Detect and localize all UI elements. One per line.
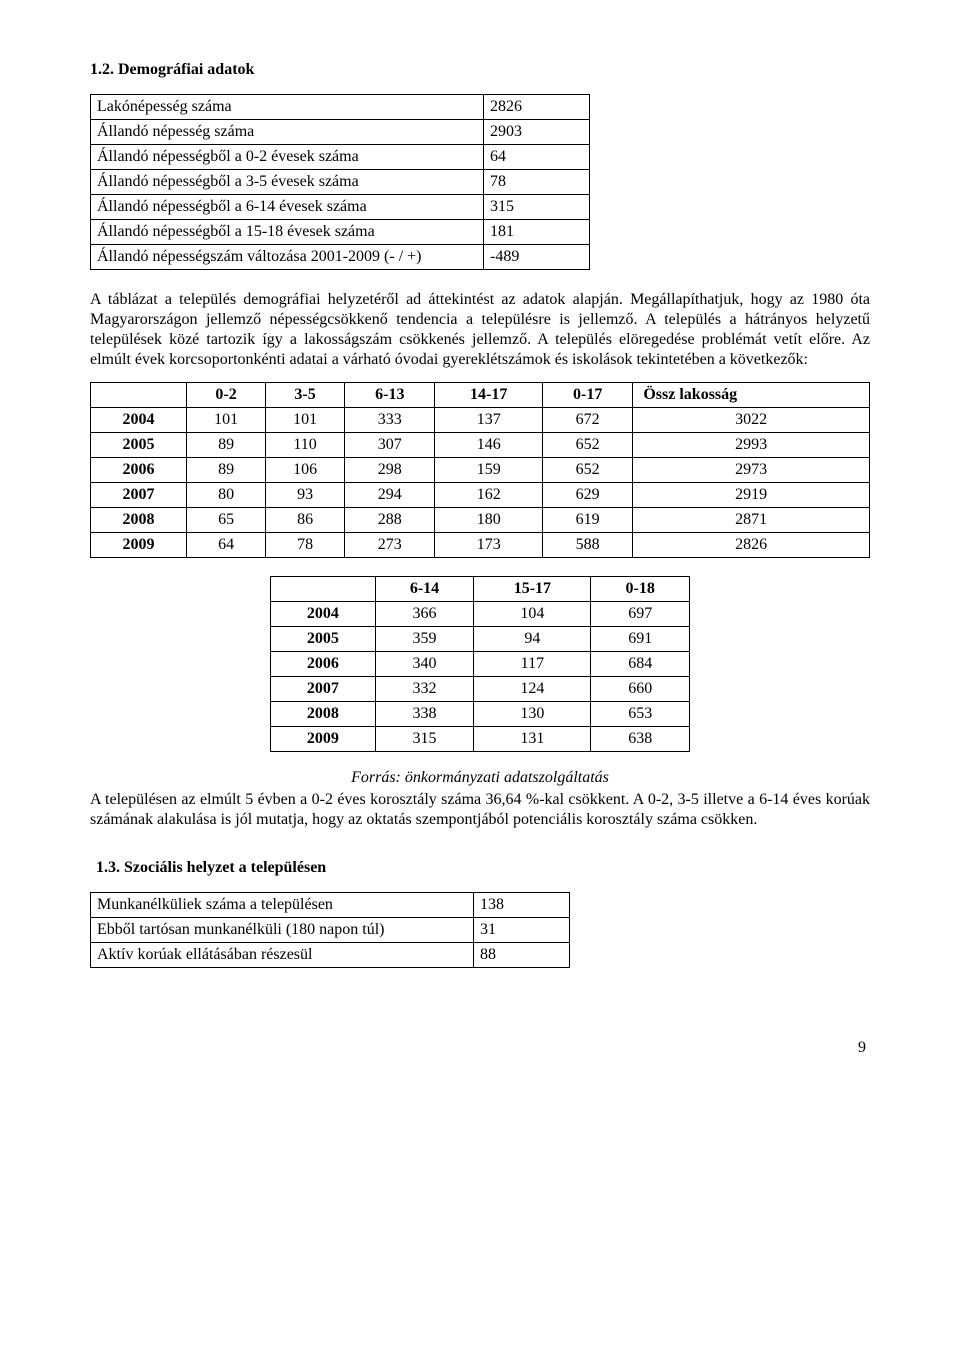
col-header xyxy=(271,577,376,602)
page-number: 9 xyxy=(90,1038,870,1058)
table-row: 200964782731735882826 xyxy=(91,533,870,558)
age-group-wide-table: 0-2 3-5 6-13 14-17 0-17 Össz lakosság 20… xyxy=(90,382,870,558)
demographics-table: Lakónépesség száma2826 Állandó népesség … xyxy=(90,94,590,270)
col-header xyxy=(91,383,187,408)
cell-value: 31 xyxy=(474,918,570,943)
cell-value: 2903 xyxy=(484,120,590,145)
cell-value: 181 xyxy=(484,220,590,245)
cell-value: 78 xyxy=(484,170,590,195)
source-caption: Forrás: önkormányzati adatszolgáltatás xyxy=(90,768,870,788)
cell-label: Állandó népességből a 0-2 évesek száma xyxy=(91,145,484,170)
social-table: Munkanélküliek száma a településen138 Eb… xyxy=(90,892,570,968)
table-row: Állandó népességből a 0-2 évesek száma64 xyxy=(91,145,590,170)
table-row: 20041011013331376723022 xyxy=(91,408,870,433)
col-header: 0-2 xyxy=(187,383,266,408)
table-header-row: 6-14 15-17 0-18 xyxy=(271,577,690,602)
age-group-mid-table: 6-14 15-17 0-18 2004366104697 2005359946… xyxy=(270,576,690,752)
cell-label: Lakónépesség száma xyxy=(91,95,484,120)
table-row: Állandó népességből a 6-14 évesek száma3… xyxy=(91,195,590,220)
table-row: 2006340117684 xyxy=(271,652,690,677)
cell-value: -489 xyxy=(484,245,590,270)
col-header: 0-18 xyxy=(591,577,690,602)
col-header: 0-17 xyxy=(542,383,632,408)
table-row: 2007332124660 xyxy=(271,677,690,702)
table-row: 200865862881806192871 xyxy=(91,508,870,533)
cell-value: 64 xyxy=(484,145,590,170)
cell-label: Állandó népességből a 15-18 évesek száma xyxy=(91,220,484,245)
table-row: 200780932941626292919 xyxy=(91,483,870,508)
cell-label: Állandó népességből a 6-14 évesek száma xyxy=(91,195,484,220)
cell-value: 315 xyxy=(484,195,590,220)
paragraph-demographics: A táblázat a település demográfiai helyz… xyxy=(90,290,870,370)
table-row: 200535994691 xyxy=(271,627,690,652)
table-row: Állandó népességszám változása 2001-2009… xyxy=(91,245,590,270)
cell-label: Ebből tartósan munkanélküli (180 napon t… xyxy=(91,918,474,943)
table-row: Aktív korúak ellátásában részesül88 xyxy=(91,943,570,968)
section-1-2-heading: 1.2. Demográfiai adatok xyxy=(90,60,870,80)
table-row: Munkanélküliek száma a településen138 xyxy=(91,893,570,918)
table-row: 2008338130653 xyxy=(271,702,690,727)
table-row: 2004366104697 xyxy=(271,602,690,627)
cell-label: Állandó népességszám változása 2001-2009… xyxy=(91,245,484,270)
table-row: Állandó népesség száma2903 xyxy=(91,120,590,145)
col-header: 6-13 xyxy=(345,383,435,408)
table-row: 2006891062981596522973 xyxy=(91,458,870,483)
col-header: 3-5 xyxy=(266,383,345,408)
cell-value: 2826 xyxy=(484,95,590,120)
paragraph-summary: A településen az elmúlt 5 évben a 0-2 év… xyxy=(90,790,870,830)
col-header: 6-14 xyxy=(375,577,474,602)
section-1-3-heading: 1.3. Szociális helyzet a településen xyxy=(96,858,870,878)
cell-label: Munkanélküliek száma a településen xyxy=(91,893,474,918)
cell-label: Állandó népességből a 3-5 évesek száma xyxy=(91,170,484,195)
table-header-row: 0-2 3-5 6-13 14-17 0-17 Össz lakosság xyxy=(91,383,870,408)
table-row: Állandó népességből a 3-5 évesek száma78 xyxy=(91,170,590,195)
cell-value: 138 xyxy=(474,893,570,918)
cell-value: 88 xyxy=(474,943,570,968)
cell-label: Aktív korúak ellátásában részesül xyxy=(91,943,474,968)
table-row: 2009315131638 xyxy=(271,727,690,752)
col-header: Össz lakosság xyxy=(633,383,870,408)
table-row: Lakónépesség száma2826 xyxy=(91,95,590,120)
col-header: 14-17 xyxy=(435,383,542,408)
table-row: Ebből tartósan munkanélküli (180 napon t… xyxy=(91,918,570,943)
col-header: 15-17 xyxy=(474,577,591,602)
table-row: 2005891103071466522993 xyxy=(91,433,870,458)
table-row: Állandó népességből a 15-18 évesek száma… xyxy=(91,220,590,245)
cell-label: Állandó népesség száma xyxy=(91,120,484,145)
